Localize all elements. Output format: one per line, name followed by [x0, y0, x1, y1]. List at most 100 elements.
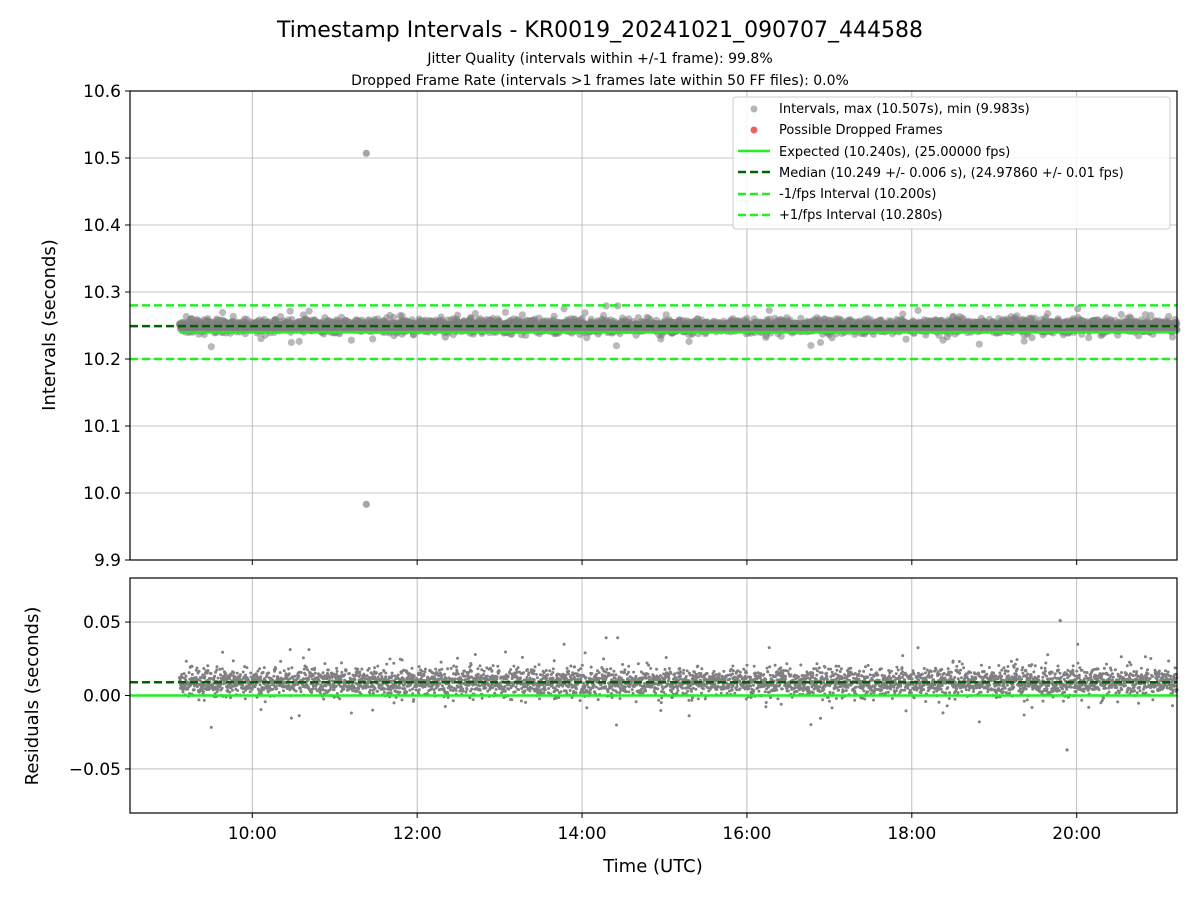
residual-point: [259, 675, 263, 679]
interval-point: [550, 312, 558, 320]
residual-point: [203, 675, 207, 678]
residual-point: [215, 690, 219, 694]
interval-point: [807, 341, 815, 350]
figure-title: Timestamp Intervals - KR0019_20241021_09…: [276, 18, 923, 43]
interval-point: [390, 313, 398, 322]
residual-point: [311, 674, 315, 678]
residual-point: [326, 668, 330, 672]
residual-point: [216, 676, 220, 680]
residual-point: [313, 666, 317, 670]
residual-point: [215, 668, 219, 672]
residual-point: [219, 683, 223, 687]
residual-point: [195, 666, 199, 670]
residual-point: [307, 648, 311, 652]
residual-point: [262, 666, 266, 670]
legend-label-dropped: Possible Dropped Frames: [779, 123, 943, 138]
residual-point: [241, 683, 245, 687]
residual-point: [322, 697, 326, 701]
residual-point: [297, 714, 301, 718]
interval-point: [295, 337, 303, 345]
residual-point: [230, 688, 234, 692]
residual-point: [235, 671, 239, 675]
residual-point: [209, 672, 213, 675]
residual-point: [220, 667, 224, 671]
interval-point: [369, 335, 377, 343]
interval-point: [914, 306, 922, 314]
legend-item-expected: Expected (10.240s), (25.00000 fps): [738, 145, 1010, 160]
interval-point: [1085, 334, 1093, 342]
interval-point: [207, 343, 215, 351]
residual-point: [190, 664, 194, 668]
interval-point: [286, 307, 294, 315]
interval-point: [975, 340, 983, 348]
residual-point: [254, 683, 258, 687]
residual-point: [181, 690, 185, 694]
residual-point: [311, 687, 315, 691]
residual-point: [321, 671, 325, 675]
residual-point: [267, 671, 271, 675]
intervals-panel: 9.910.010.110.210.310.410.510.6 Interval…: [39, 82, 1181, 571]
figure-subtitle-jitter: Jitter Quality (intervals within +/-1 fr…: [426, 51, 772, 67]
interval-point: [777, 332, 785, 340]
residual-point: [282, 669, 286, 673]
figure-subtitle-dropped: Dropped Frame Rate (intervals >1 frames …: [351, 73, 849, 89]
interval-point: [1020, 337, 1028, 345]
residual-point: [245, 666, 249, 670]
interval-point: [1028, 334, 1036, 342]
interval-point: [305, 307, 313, 315]
legend-label-minus-fps: -1/fps Interval (10.200s): [779, 187, 936, 202]
legend-marker-intervals: [750, 105, 758, 113]
residual-point: [224, 672, 228, 676]
residual-point: [228, 690, 232, 694]
legend-label-expected: Expected (10.240s), (25.00000 fps): [779, 145, 1010, 160]
intervals-y-tick-label: 10.5: [83, 149, 121, 169]
residual-point: [244, 673, 247, 677]
residual-point: [287, 667, 291, 671]
residual-point: [323, 662, 327, 666]
intervals-y-tick-label: 10.4: [83, 216, 121, 236]
interval-point: [765, 306, 773, 314]
interval-point: [287, 338, 295, 347]
interval-point: [1044, 310, 1052, 318]
intervals-y-tick-label: 10.0: [83, 484, 121, 504]
residual-point: [274, 684, 278, 688]
interval-point: [347, 336, 355, 344]
residual-point: [236, 689, 240, 692]
residual-point: [278, 671, 282, 675]
interval-point: [816, 338, 825, 347]
intervals-y-tick-label: 9.9: [94, 551, 121, 571]
legend-item-median: Median (10.249 +/- 0.006 s), (24.97860 +…: [738, 166, 1124, 181]
residual-point: [259, 708, 263, 712]
residual-point: [184, 674, 188, 678]
residual-point: [321, 688, 325, 692]
residual-point: [274, 667, 278, 671]
intervals-y-axis-label: Intervals (seconds): [39, 239, 60, 411]
residual-point: [187, 671, 191, 675]
residual-point: [290, 666, 294, 670]
residual-point: [288, 648, 292, 652]
residual-point: [299, 671, 303, 674]
residual-point: [192, 688, 196, 692]
interval-point: [581, 309, 589, 317]
residual-point: [206, 669, 210, 673]
residual-point: [302, 677, 306, 681]
residual-point: [243, 697, 247, 701]
residual-point: [279, 659, 283, 663]
residual-point: [313, 671, 317, 675]
residual-point: [206, 664, 210, 668]
interval-min-point: [362, 500, 370, 508]
residual-point: [319, 683, 323, 687]
residual-point: [310, 691, 314, 695]
legend: Intervals, max (10.507s), min (9.983s) P…: [732, 96, 1171, 230]
residual-point: [190, 673, 194, 676]
interval-point: [1117, 310, 1125, 319]
interval-point: [471, 309, 479, 318]
legend-label-plus-fps: +1/fps Interval (10.280s): [779, 208, 943, 223]
residual-point: [232, 671, 236, 675]
interval-point: [229, 312, 237, 320]
residual-point: [272, 674, 276, 678]
legend-marker-dropped: [750, 126, 758, 134]
residual-point: [213, 674, 217, 678]
intervals-y-tick-label: 10.2: [83, 350, 121, 370]
